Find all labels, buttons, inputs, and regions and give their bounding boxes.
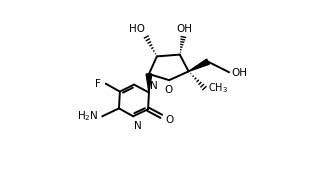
Text: OH: OH	[232, 68, 248, 78]
Text: N: N	[134, 121, 142, 131]
Text: H$_2$N: H$_2$N	[77, 109, 99, 123]
Polygon shape	[188, 59, 209, 71]
Text: O: O	[164, 85, 173, 95]
Text: O: O	[166, 115, 174, 125]
Text: HO: HO	[129, 24, 145, 34]
Text: F: F	[95, 79, 100, 89]
Text: CH$_3$: CH$_3$	[207, 81, 228, 95]
Text: OH: OH	[176, 24, 192, 34]
Text: N: N	[150, 81, 158, 91]
Polygon shape	[146, 74, 152, 92]
